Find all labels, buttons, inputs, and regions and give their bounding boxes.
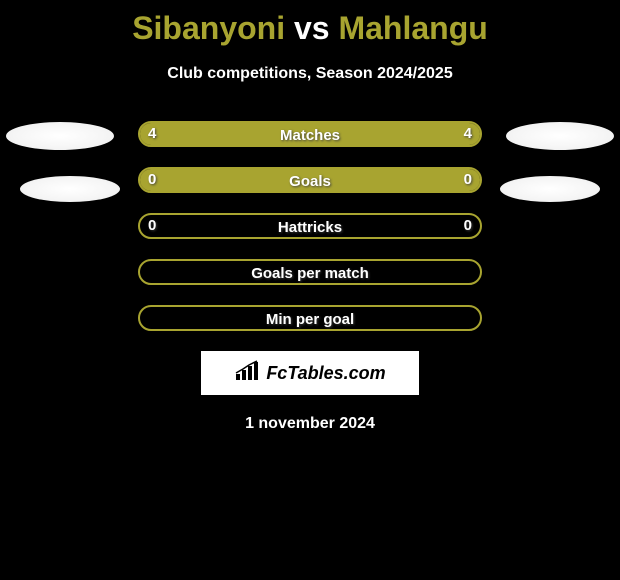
stat-bar: Goals bbox=[138, 167, 482, 193]
subtitle: Club competitions, Season 2024/2025 bbox=[0, 65, 620, 83]
stat-bar: Hattricks bbox=[138, 213, 482, 239]
stat-bar: Matches bbox=[138, 121, 482, 147]
stat-label: Goals per match bbox=[140, 261, 480, 285]
logo-text: FcTables.com bbox=[266, 363, 385, 384]
stat-value-right: 0 bbox=[464, 167, 472, 193]
stat-value-left: 4 bbox=[148, 121, 156, 147]
stat-label: Min per goal bbox=[140, 307, 480, 331]
stat-label: Matches bbox=[140, 123, 480, 147]
logo-box[interactable]: FcTables.com bbox=[201, 351, 419, 395]
comparison-title: Sibanyoni vs Mahlangu bbox=[0, 0, 620, 47]
stat-row: 0 0Hattricks bbox=[0, 213, 620, 239]
vs-separator: vs bbox=[294, 10, 330, 46]
stat-value-left: 0 bbox=[148, 213, 156, 239]
stat-label: Goals bbox=[140, 169, 480, 193]
stat-value-right: 0 bbox=[464, 213, 472, 239]
stat-value-left: 0 bbox=[148, 167, 156, 193]
stat-row: Goals per match bbox=[0, 259, 620, 285]
date-text: 1 november 2024 bbox=[0, 415, 620, 433]
stat-value-right: 4 bbox=[464, 121, 472, 147]
stat-bar: Goals per match bbox=[138, 259, 482, 285]
stat-row: 4 4Matches bbox=[0, 121, 620, 147]
stat-rows: 44Matches00Goals00HattricksGoals per mat… bbox=[0, 121, 620, 331]
stat-row: Min per goal bbox=[0, 305, 620, 331]
stat-row: 0 0Goals bbox=[0, 167, 620, 193]
player1-name: Sibanyoni bbox=[132, 10, 285, 46]
chart-icon bbox=[234, 360, 262, 387]
stat-label: Hattricks bbox=[140, 215, 480, 239]
stat-bar: Min per goal bbox=[138, 305, 482, 331]
player2-name: Mahlangu bbox=[338, 10, 487, 46]
